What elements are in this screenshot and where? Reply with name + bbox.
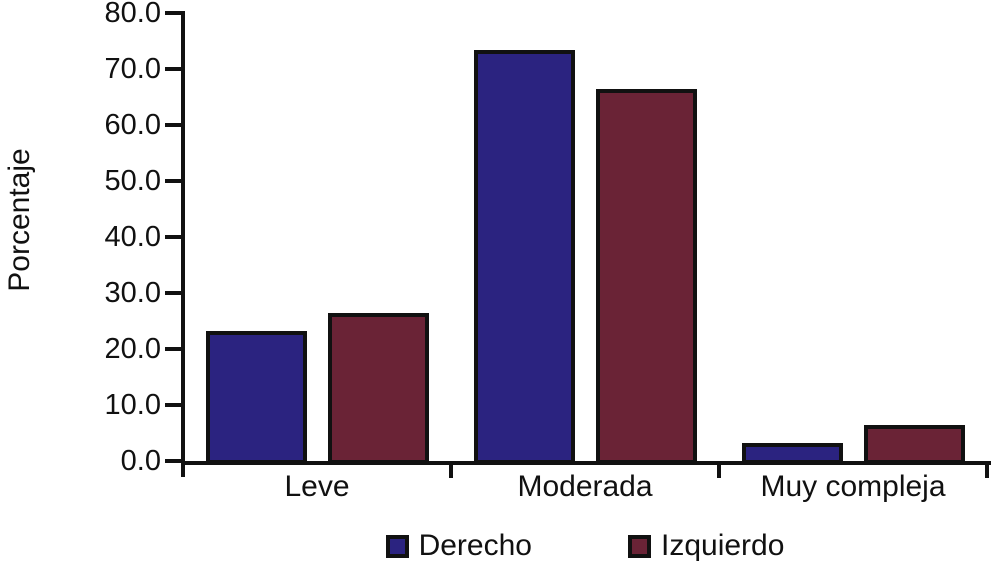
y-tick-label: 30.0 [104,277,161,309]
y-tick-label: 40.0 [104,221,161,253]
y-tick-label: 70.0 [104,53,161,85]
category-label: Leve [284,470,350,503]
x-tick [717,461,721,478]
y-tick [165,11,181,15]
y-tick [165,235,181,239]
bar-derecho-leve [205,330,307,464]
y-tick [165,179,181,183]
bar-izquierdo-leve [327,312,429,464]
legend-label: Izquierdo [660,529,785,562]
bar-derecho-moderada [473,49,575,464]
bar-izquierdo-moderada [595,88,697,464]
y-tick [165,291,181,295]
y-tick [165,347,181,351]
x-axis-line [181,461,991,465]
legend-swatch-icon [627,534,651,558]
legend-swatch-icon [385,534,409,558]
category-label: Moderada [517,470,653,503]
legend-item-derecho: Derecho [385,529,532,563]
y-tick [165,403,181,407]
y-axis-line [181,11,185,477]
y-tick-label: 60.0 [104,109,161,141]
y-tick-label: 10.0 [104,389,161,421]
y-tick-label: 80.0 [104,0,161,29]
bar-izquierdo-muy-compleja [863,425,965,464]
category-label: Muy compleja [760,470,946,503]
y-tick [165,459,181,463]
bar-derecho-muy-compleja [741,442,843,464]
y-tick [165,123,181,127]
y-tick-label: 20.0 [104,333,161,365]
x-tick [449,461,453,478]
y-tick-label: 50.0 [104,165,161,197]
x-tick [985,461,989,478]
chart-legend: Derecho Izquierdo [183,529,987,563]
y-tick-label: 0.0 [120,445,161,477]
legend-label: Derecho [418,529,532,562]
y-tick [165,67,181,71]
legend-item-izquierdo: Izquierdo [627,529,785,563]
